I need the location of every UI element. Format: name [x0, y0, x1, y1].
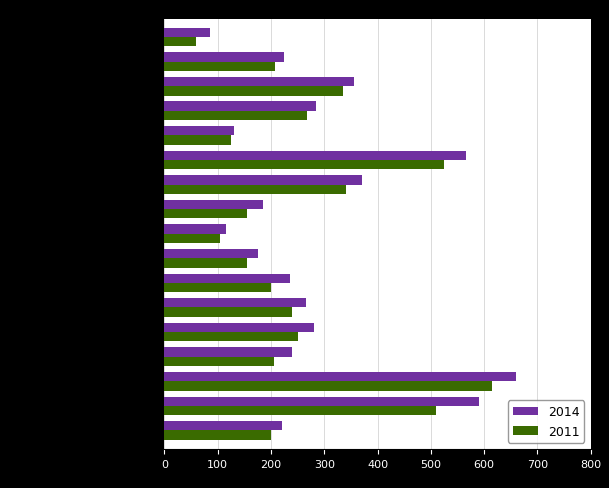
- Bar: [164, 112, 307, 121]
- Bar: [164, 274, 290, 284]
- Bar: [164, 87, 343, 96]
- Bar: [164, 430, 271, 440]
- Bar: [164, 249, 258, 259]
- Bar: [164, 38, 196, 47]
- Bar: [164, 357, 273, 366]
- Bar: [164, 127, 234, 136]
- Bar: [164, 151, 465, 161]
- Bar: [164, 210, 247, 219]
- Bar: [164, 53, 284, 62]
- Bar: [164, 102, 316, 112]
- Bar: [164, 308, 292, 317]
- Bar: [164, 323, 314, 332]
- Bar: [164, 29, 209, 38]
- Bar: [164, 161, 444, 170]
- Bar: [164, 284, 271, 293]
- Bar: [164, 397, 479, 406]
- Bar: [164, 299, 306, 308]
- Bar: [164, 347, 292, 357]
- Bar: [164, 201, 263, 210]
- Bar: [164, 62, 275, 72]
- Bar: [164, 372, 516, 382]
- Bar: [164, 234, 220, 244]
- Bar: [164, 332, 298, 342]
- Legend: 2014, 2011: 2014, 2011: [508, 401, 585, 443]
- Bar: [164, 421, 281, 430]
- Bar: [164, 406, 436, 415]
- Bar: [164, 382, 492, 391]
- Bar: [164, 136, 231, 145]
- Bar: [164, 176, 362, 185]
- Bar: [164, 185, 346, 195]
- Bar: [164, 259, 247, 268]
- Bar: [164, 225, 226, 234]
- Bar: [164, 78, 354, 87]
